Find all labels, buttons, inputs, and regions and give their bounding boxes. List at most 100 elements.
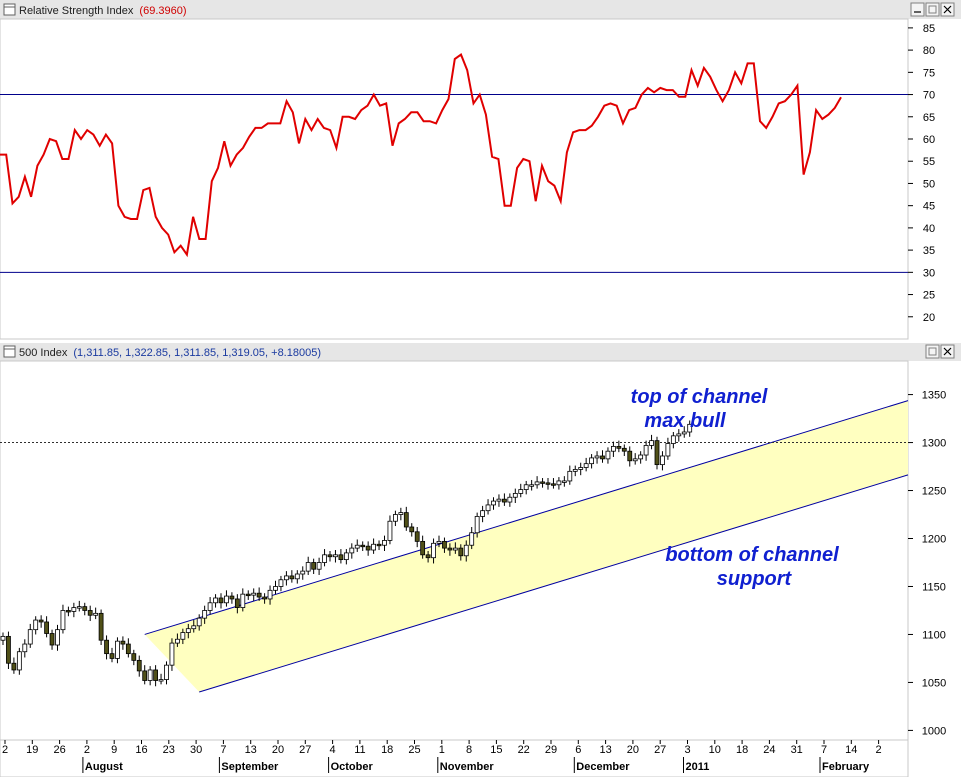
- candle-body: [60, 610, 66, 631]
- price-y-tick-label: 1300: [922, 438, 946, 450]
- candle-body: [485, 504, 491, 512]
- candle-body: [572, 469, 578, 472]
- price-close-button[interactable]: [940, 344, 955, 359]
- candle-body: [240, 593, 246, 608]
- annotation-top-line2: max bull: [644, 410, 726, 432]
- rsi-y-tick-label: 60: [923, 134, 935, 146]
- candle-body: [627, 450, 633, 462]
- candle-body: [87, 610, 93, 616]
- rsi-panel-title: Relative Strength Index (69.3960): [19, 5, 187, 17]
- month-label: October: [331, 761, 374, 773]
- candle-body: [333, 554, 338, 558]
- candle-body: [131, 653, 137, 661]
- candle-body: [403, 512, 409, 528]
- candle-body: [534, 481, 540, 486]
- candle-body: [371, 543, 377, 551]
- candle-body: [611, 445, 616, 452]
- candle-body: [687, 423, 693, 433]
- x-tick-label: 15: [490, 744, 502, 756]
- rsi-title-text: Relative Strength Index: [19, 5, 134, 17]
- x-tick-label: 11: [354, 744, 365, 756]
- annotation-top-line1: top of channel: [631, 386, 768, 408]
- candle-body: [382, 540, 387, 546]
- candle-body: [365, 545, 371, 551]
- month-label: February: [822, 761, 870, 773]
- candle-body: [649, 440, 654, 446]
- x-tick-label: 20: [272, 744, 284, 756]
- candle-body: [507, 496, 513, 503]
- x-tick-label: 13: [599, 744, 611, 756]
- candle-body: [245, 593, 251, 597]
- candle-body: [414, 531, 420, 542]
- candle-body: [474, 516, 480, 534]
- x-axis-area: [0, 739, 909, 777]
- candle-body: [22, 643, 28, 653]
- month-label: September: [221, 761, 279, 773]
- price-restore-button[interactable]: [925, 344, 940, 359]
- candle-body: [387, 520, 393, 541]
- candle-body: [600, 455, 605, 460]
- candle-body: [294, 573, 300, 580]
- candle-body: [594, 455, 600, 459]
- price-panel-header: [0, 343, 961, 361]
- candle-body: [93, 612, 99, 616]
- candle-body: [551, 483, 556, 486]
- rsi-minimize-button[interactable]: [910, 2, 925, 17]
- candle-body: [354, 544, 360, 549]
- candle-body: [501, 498, 507, 503]
- candle-body: [458, 547, 464, 557]
- rsi-close-button[interactable]: [940, 2, 955, 17]
- candle-body: [158, 679, 164, 682]
- x-tick-label: 29: [545, 744, 557, 756]
- candle-body: [71, 607, 77, 612]
- rsi-y-tick-label: 85: [923, 23, 935, 35]
- x-tick-label: 19: [26, 744, 38, 756]
- candle-body: [234, 598, 240, 608]
- x-tick-label: 27: [654, 744, 666, 756]
- x-tick-label: 7: [220, 744, 226, 756]
- candle-body: [267, 589, 273, 600]
- rsi-y-tick-label: 55: [923, 156, 935, 168]
- candle-body: [578, 467, 584, 470]
- candle-body: [180, 632, 186, 640]
- candle-body: [621, 447, 627, 452]
- candle-body: [311, 562, 317, 570]
- candle-body: [436, 540, 442, 544]
- candle-body: [289, 575, 295, 580]
- candle-body: [66, 610, 71, 613]
- rsi-restore-button[interactable]: [925, 2, 940, 17]
- candle-body: [55, 629, 60, 646]
- candle-body: [322, 554, 327, 563]
- x-tick-label: 13: [245, 744, 257, 756]
- price-panel-icon: [3, 345, 16, 358]
- rsi-y-axis: 20 25 30 35 40 45 50 55 60 65 70 75 80 85: [908, 23, 935, 324]
- x-tick-label: 2: [84, 744, 90, 756]
- rsi-y-tick-label: 80: [923, 45, 935, 57]
- candle-body: [16, 651, 22, 671]
- price-y-tick-label: 1200: [922, 534, 946, 546]
- x-tick-label: 27: [299, 744, 311, 756]
- rsi-plot: [0, 53, 908, 273]
- x-tick-label: 30: [190, 744, 202, 756]
- candle-body: [398, 512, 404, 515]
- candle-body: [115, 640, 120, 659]
- price-y-tick-label: 1350: [922, 390, 946, 402]
- candle-body: [125, 643, 131, 655]
- candle-body: [251, 592, 257, 596]
- candle-body: [38, 619, 44, 623]
- candle-body: [670, 435, 676, 444]
- candle-body: [589, 457, 594, 465]
- candle-body: [442, 540, 447, 549]
- candle-body: [469, 532, 475, 546]
- candle-body: [409, 526, 415, 533]
- price-ohlc-text: (1,311.85, 1,322.85, 1,311.85, 1,319.05,…: [73, 347, 321, 359]
- price-y-tick-label: 1000: [922, 725, 946, 737]
- annotation-bottom-line1: bottom of channel: [665, 544, 839, 566]
- candle-body: [567, 470, 573, 482]
- price-y-axis: 1000 1050 1100 1150 1200 1250 1300 1350: [908, 390, 946, 737]
- candle-body: [431, 542, 436, 559]
- candle-body: [174, 638, 180, 644]
- candle-body: [185, 628, 191, 633]
- candle-body: [529, 484, 535, 487]
- candle-body: [556, 480, 562, 486]
